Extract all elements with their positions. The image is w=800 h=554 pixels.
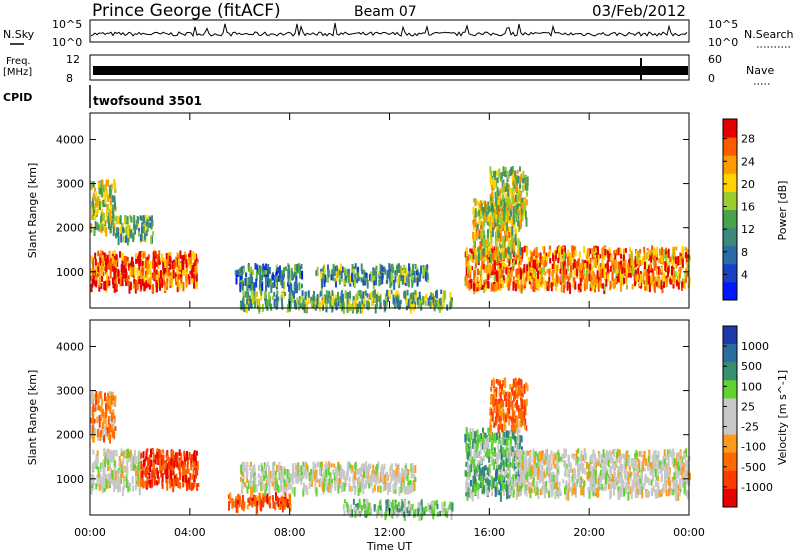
colorbar-tick-label: 28 [741, 133, 755, 146]
nave-label: Nave [746, 64, 774, 77]
echo-region-8 [514, 448, 691, 502]
nsearch-tick-top: 10^5 [708, 18, 738, 31]
date-title: 03/Feb/2012 [592, 2, 686, 20]
station-title: Prince George (fitACF) [92, 1, 281, 21]
echo-region-2 [115, 214, 155, 246]
nsky-label: N.Sky [3, 28, 35, 41]
colorbar-tick-label: 16 [741, 201, 755, 214]
freq-label-line2: [MHz] [3, 67, 32, 78]
nave-tick-bottom: 0 [708, 72, 715, 85]
nsearch-tick-bottom: 10^0 [708, 36, 738, 49]
colorbar-power: 4 8 12 16 20 24 28 Power [dB] [722, 118, 789, 301]
echo-region-1 [90, 390, 117, 444]
y-tick-label: 4000 [56, 133, 84, 146]
beam-title: Beam 07 [354, 4, 417, 20]
colorbar-tick-label: 24 [741, 155, 755, 168]
colorbar-label: Power [dB] [776, 181, 789, 241]
colorbar-tick-label: -500 [741, 461, 766, 474]
echo-region-1 [90, 179, 117, 237]
y-tick-label: 2000 [56, 429, 84, 442]
nsky-tick-top: 10^5 [52, 18, 82, 31]
x-tick-label: 04:00 [174, 526, 206, 539]
colorbar-tick-label: 100 [741, 380, 762, 393]
y-axis-label: Slant Range [km] [26, 370, 39, 466]
x-tick-label: 00:00 [74, 526, 106, 539]
x-tick-label: 16:00 [473, 526, 505, 539]
x-tick-label: 12:00 [374, 526, 406, 539]
y-tick-label: 4000 [56, 340, 84, 353]
cpid-label: CPID [3, 91, 32, 104]
colorbar-tick-label: 500 [741, 360, 762, 373]
colorbar-tick-label: 8 [741, 246, 748, 259]
y-axis-label: Slant Range [km] [26, 163, 39, 259]
colorbar-label: Velocity [m s^-1] [776, 370, 789, 465]
echo-region-5 [315, 263, 429, 290]
nsky-strip: N.Sky 10^5 10^0 10^5 10^0 N.Search [3, 18, 794, 49]
echo-region-8 [489, 166, 529, 228]
nsky-tick-bottom: 10^0 [52, 36, 82, 49]
heatmap-panel-power: 1000 2000 3000 4000 Slant Range [km] 4 8 12 16 20… [26, 112, 789, 315]
x-tick-label: 08:00 [274, 526, 306, 539]
colorbar-tick-label: -1000 [741, 481, 773, 494]
colorbar-velocity: 1000 500 100 25 -25 -100 -500 -1000 Velocity [m … [722, 325, 789, 508]
colorbar-tick-label: 25 [741, 400, 755, 413]
freq-tick-bottom: 8 [66, 72, 73, 85]
colorbar-tick-label: 4 [741, 268, 748, 281]
colorbar-tick-label: -100 [741, 441, 766, 454]
nave-tick-top: 60 [708, 53, 722, 66]
nsearch-label: N.Search [744, 28, 794, 41]
echo-region-6 [464, 425, 524, 502]
echo-region-3 [234, 263, 304, 294]
colorbar-tick-label: 20 [741, 178, 755, 191]
y-tick-label: 3000 [56, 385, 84, 398]
heatmap-panels: 1000 2000 3000 4000 Slant Range [km] 4 8 12 16 20… [26, 112, 789, 553]
freq-tick-top: 12 [66, 53, 80, 66]
echo-region-0 [90, 448, 142, 497]
nsky-trace [90, 22, 688, 38]
cpid-program: twofsound 3501 [93, 94, 202, 108]
y-tick-label: 1000 [56, 266, 84, 279]
echo-region-3 [239, 461, 417, 497]
colorbar-tick-label: 12 [741, 223, 755, 236]
echo-region-2 [140, 448, 200, 493]
echo-region-0 [90, 249, 199, 294]
echo-region-7 [489, 377, 529, 436]
y-tick-label: 3000 [56, 178, 84, 191]
echo-region-4 [227, 492, 292, 515]
colorbar-tick-label: 1000 [741, 340, 769, 353]
x-tick-label: 00:00 [673, 526, 705, 539]
x-tick-label: 20:00 [573, 526, 605, 539]
heatmap-panel-velocity: 1000 2000 3000 4000 00:00 04:00 08:00 12:00 16:0… [26, 319, 789, 553]
echo-region-4 [239, 289, 453, 315]
y-tick-label: 2000 [56, 222, 84, 235]
echo-region-5 [342, 498, 454, 522]
x-axis-label: Time UT [366, 540, 412, 553]
colorbar-tick-label: -25 [741, 421, 759, 434]
freq-strip: Freq. [MHz] 12 8 60 0 Nave [3, 53, 774, 85]
freq-label-line1: Freq. [6, 56, 31, 67]
cpid-strip: CPID twofsound 3501 [3, 85, 202, 108]
y-tick-label: 1000 [56, 473, 84, 486]
